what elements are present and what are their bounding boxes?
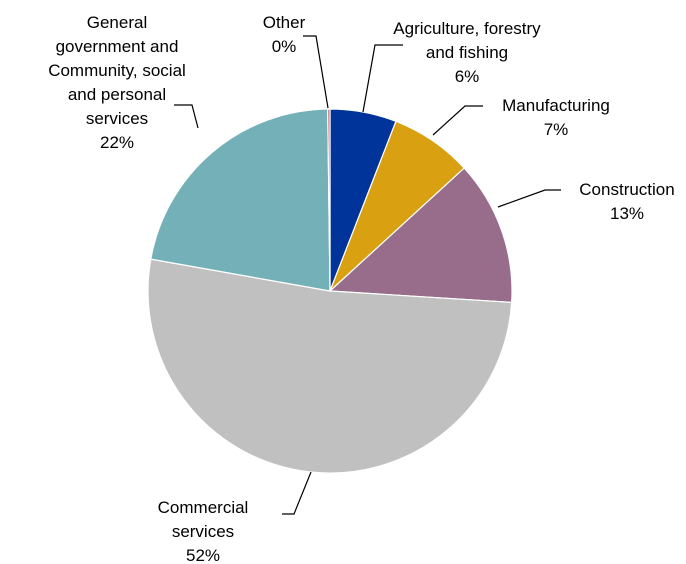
slice-label-cons: Construction bbox=[579, 180, 674, 199]
pie-slices bbox=[147, 108, 513, 474]
leader-line-manu bbox=[432, 105, 483, 136]
slice-label-manu: Manufacturing bbox=[502, 96, 610, 115]
leader-line-other bbox=[303, 35, 329, 109]
slice-percent-cons: 13% bbox=[610, 204, 644, 223]
slice-label-other: Other bbox=[263, 13, 306, 32]
slice-labels: Agriculture, forestry and fishing 6% Manufa… bbox=[48, 13, 675, 564]
slice-label-agri: and fishing bbox=[426, 43, 508, 62]
pie-slice-gov bbox=[150, 108, 331, 292]
slice-percent-agri: 6% bbox=[455, 67, 480, 86]
slice-percent-comm: 52% bbox=[186, 546, 220, 564]
slice-percent-other: 0% bbox=[272, 37, 297, 56]
slice-label-gov: and personal bbox=[68, 85, 166, 104]
leader-lines bbox=[174, 35, 561, 515]
leader-line-gov bbox=[174, 104, 199, 129]
leader-line-cons bbox=[497, 189, 561, 208]
slice-label-gov: government and bbox=[56, 37, 179, 56]
slice-percent-gov: 22% bbox=[100, 133, 134, 152]
pie-slice-comm bbox=[147, 258, 513, 474]
leader-line-agri bbox=[362, 44, 403, 113]
slice-label-comm: services bbox=[172, 522, 234, 541]
slice-label-gov: General bbox=[87, 13, 147, 32]
slice-label-gov: Community, social bbox=[48, 61, 186, 80]
slice-label-comm: Commercial bbox=[158, 498, 249, 517]
leader-line-comm bbox=[282, 471, 312, 515]
slice-label-agri: Agriculture, forestry bbox=[393, 19, 541, 38]
pie-slice-cons bbox=[328, 167, 513, 304]
slice-percent-manu: 7% bbox=[544, 120, 569, 139]
slice-label-gov: services bbox=[86, 109, 148, 128]
pie-slice-other bbox=[327, 108, 331, 292]
